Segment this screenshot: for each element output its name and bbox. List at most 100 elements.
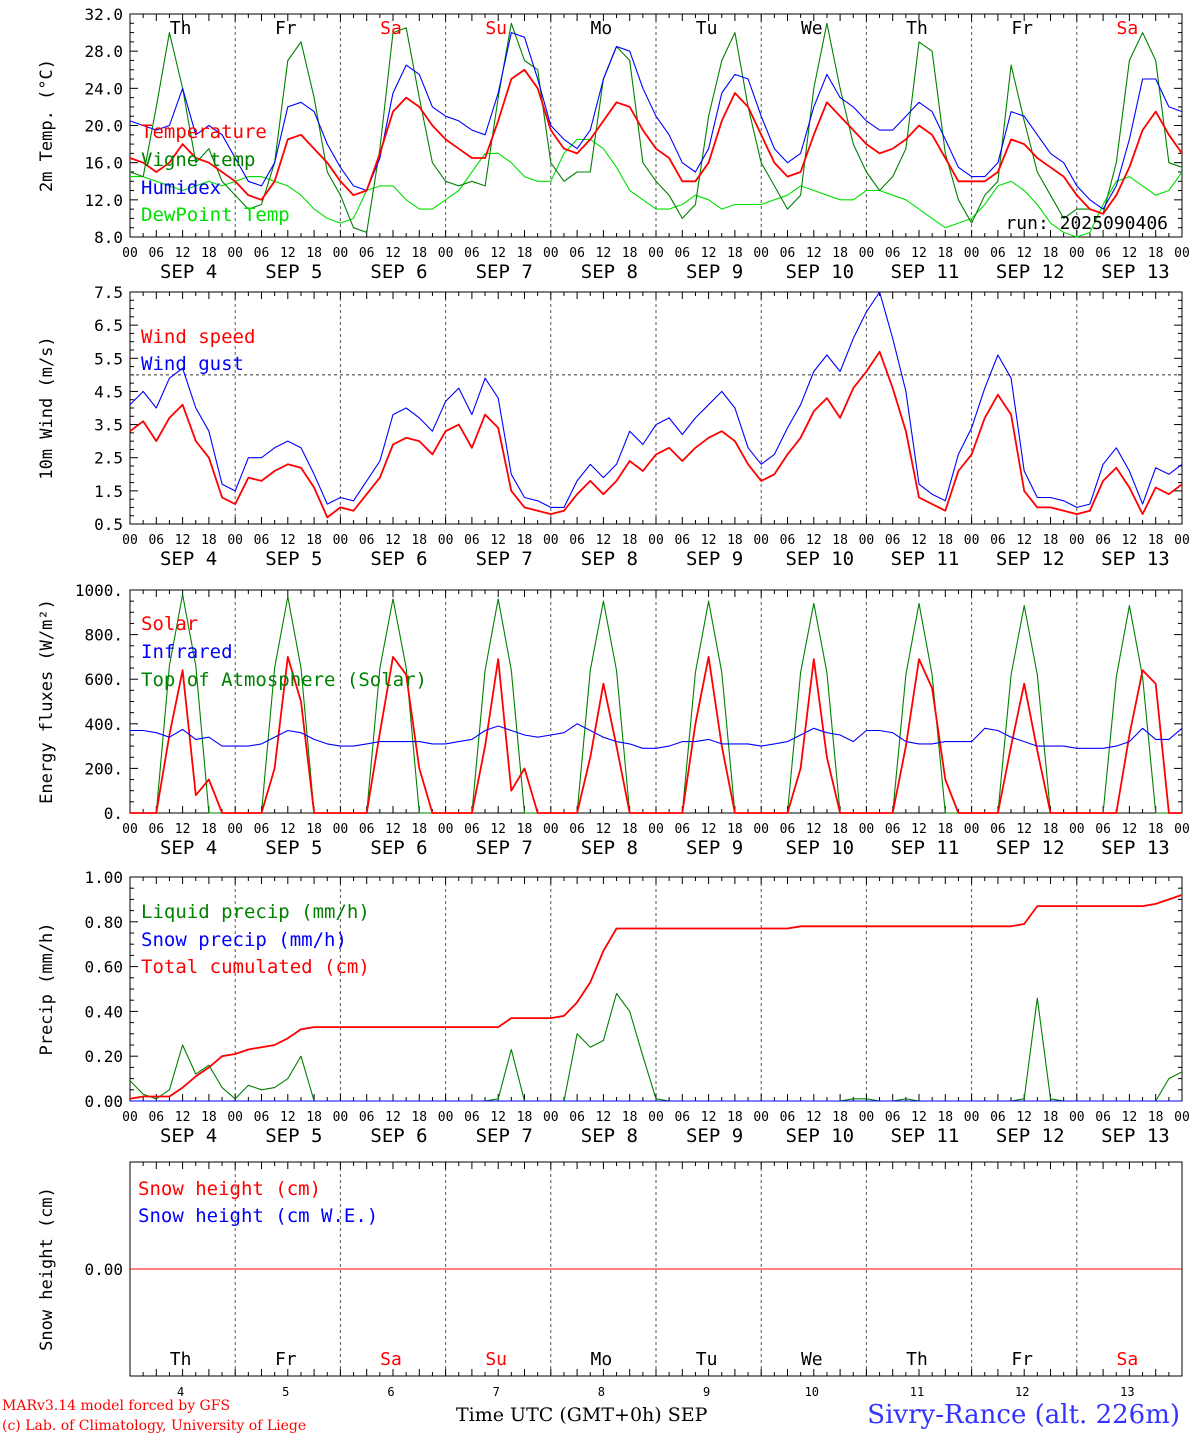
hour-tick-label: 00 [964,1110,980,1125]
date-label: SEP 8 [581,261,638,283]
hour-tick-label: 12 [911,533,927,548]
hour-tick-label: 06 [885,1110,901,1125]
hour-tick-label: 18 [727,1110,743,1125]
y-tick-label: 400. [84,715,123,734]
hour-tick-label: 18 [832,246,848,261]
hour-tick-label: 06 [254,246,270,261]
hour-tick-label: 06 [569,533,585,548]
hour-tick-label: 18 [937,246,953,261]
hour-tick-label: 18 [622,822,638,837]
legend-entry: Infrared [141,641,233,663]
hour-tick-label: 00 [1069,246,1085,261]
hour-tick-label: 06 [990,1110,1006,1125]
series-line-solar [130,656,1182,814]
hour-tick-label: 06 [148,1110,164,1125]
day-number-label: 8 [598,1385,605,1399]
hour-tick-label: 12 [385,533,401,548]
weekday-label: Sa [1117,18,1139,39]
date-label: SEP 9 [686,837,743,859]
hour-tick-label: 06 [674,822,690,837]
hour-tick-label: 00 [859,533,875,548]
hour-tick-label: 06 [780,1110,796,1125]
y-tick-label: 0.40 [84,1002,123,1021]
date-label: SEP 12 [996,837,1065,859]
weekday-label: We [801,1349,823,1370]
hour-tick-label: 06 [674,533,690,548]
hour-tick-label: 18 [201,246,217,261]
hour-tick-label: 12 [1016,822,1032,837]
y-tick-label: 800. [84,626,123,645]
y-tick-label: 0.5 [94,515,123,534]
hour-tick-label: 00 [438,1110,454,1125]
hour-tick-label: 00 [1174,822,1190,837]
hour-tick-label: 12 [1122,246,1138,261]
hour-tick-label: 12 [701,1110,717,1125]
hour-tick-label: 06 [254,1110,270,1125]
hour-tick-label: 06 [990,533,1006,548]
hour-tick-label: 00 [543,533,559,548]
hour-tick-label: 00 [543,246,559,261]
hour-tick-label: 18 [1148,1110,1164,1125]
weekday-label: Th [170,18,192,39]
y-tick-label: 3.5 [94,416,123,435]
weekday-label: Fr [1011,1349,1033,1370]
hour-tick-label: 06 [885,822,901,837]
date-label: SEP 13 [1101,548,1170,570]
weekday-label: Tu [696,18,718,39]
hour-tick-label: 18 [306,533,322,548]
hour-tick-label: 06 [359,246,375,261]
hour-tick-label: 12 [806,533,822,548]
hour-tick-label: 12 [596,1110,612,1125]
y-tick-label: 600. [84,670,123,689]
hour-tick-label: 06 [464,533,480,548]
hour-tick-label: 12 [1016,1110,1032,1125]
day-number-label: 12 [1015,1385,1029,1399]
hour-tick-label: 18 [832,533,848,548]
weekday-label: Sa [380,18,402,39]
legend-entry: Wind gust [141,353,244,375]
hour-tick-label: 12 [1122,822,1138,837]
hour-tick-label: 18 [1043,246,1059,261]
weekday-label: Fr [275,1349,297,1370]
date-label: SEP 9 [686,261,743,283]
weekday-label: Sa [380,1349,402,1370]
hour-tick-label: 06 [359,1110,375,1125]
legend-entry: Humidex [141,177,221,199]
hour-tick-label: 00 [859,822,875,837]
hour-tick-label: 00 [859,246,875,261]
date-label: SEP 11 [891,548,960,570]
hour-tick-label: 06 [780,822,796,837]
hour-tick-label: 00 [333,822,349,837]
hour-tick-label: 00 [543,822,559,837]
hour-tick-label: 00 [859,1110,875,1125]
hour-tick-label: 00 [1069,822,1085,837]
hour-tick-label: 18 [832,822,848,837]
hour-tick-label: 06 [569,822,585,837]
date-label: SEP 7 [476,548,533,570]
hour-tick-label: 12 [175,533,191,548]
weekday-label: Sa [1117,1349,1139,1370]
y-tick-label: 32.0 [84,5,123,24]
date-label: SEP 11 [891,261,960,283]
y-axis-label: Precip (mm/h) [37,922,57,1055]
panel-5: 0.00 Snow height (cm) Snow height (cm) Snow… [37,1161,1183,1399]
weekday-label: Fr [275,18,297,39]
hour-tick-label: 00 [1174,246,1190,261]
date-label: SEP 8 [581,1125,638,1147]
date-label: SEP 5 [265,548,322,570]
hour-tick-label: 18 [201,533,217,548]
hour-tick-label: 06 [990,246,1006,261]
hour-tick-label: 06 [885,246,901,261]
hour-tick-label: 00 [227,533,243,548]
hour-tick-label: 12 [280,822,296,837]
hour-tick-label: 12 [911,246,927,261]
y-tick-label: 1.5 [94,482,123,501]
date-label: SEP 10 [785,837,854,859]
hour-tick-label: 12 [806,1110,822,1125]
date-label: SEP 8 [581,548,638,570]
hour-tick-label: 12 [385,822,401,837]
y-tick-label: 24.0 [84,79,123,98]
hour-tick-label: 12 [385,246,401,261]
hour-tick-label: 18 [411,822,427,837]
series-line-wind-speed [129,350,1183,519]
